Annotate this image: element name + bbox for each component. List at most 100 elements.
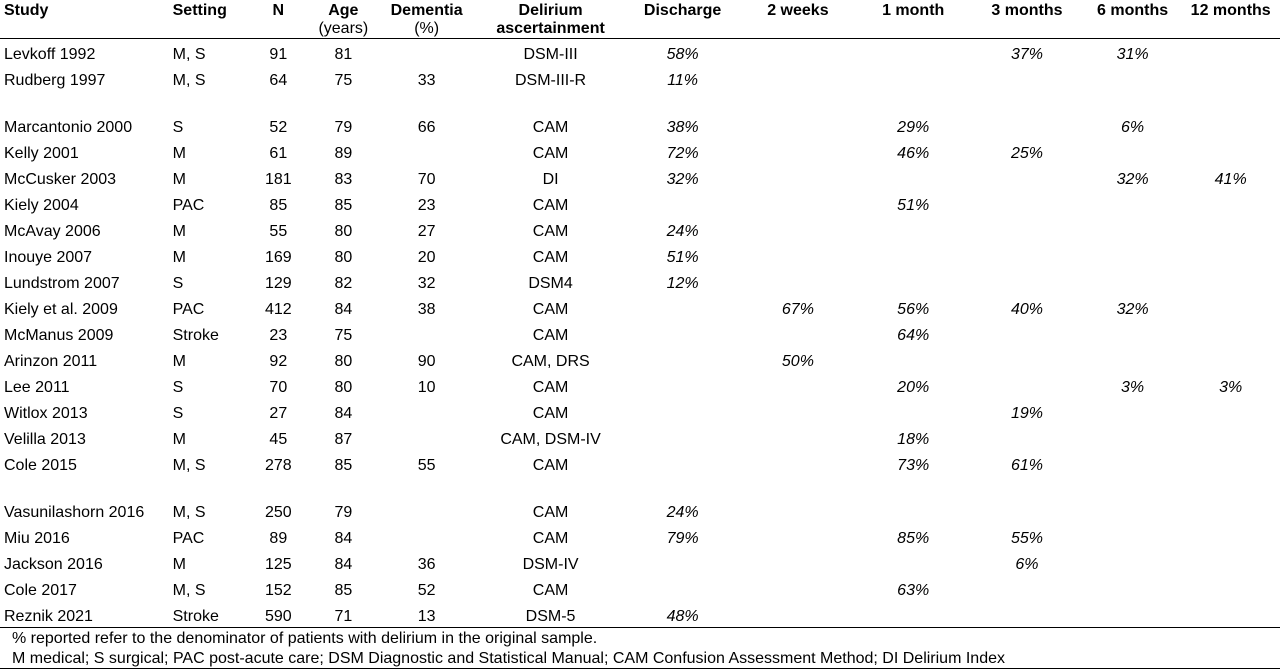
cell-setting: Stroke bbox=[172, 327, 219, 344]
table-row: Cole 2017 M, S 152 85 52 CAM 63% bbox=[0, 575, 1280, 601]
cell-m6: 31% bbox=[1116, 46, 1149, 63]
cell-w2 bbox=[740, 450, 857, 476]
cell-m3: 25% bbox=[1010, 145, 1043, 162]
cell-age: 75 bbox=[334, 72, 353, 89]
cell-m3 bbox=[970, 601, 1084, 628]
cell-dementia bbox=[378, 138, 476, 164]
cell-study: Kiely 2004 bbox=[4, 197, 79, 214]
cell-study: Inouye 2007 bbox=[4, 249, 93, 266]
cell-age: 80 bbox=[334, 353, 353, 370]
cell-m12 bbox=[1181, 424, 1280, 450]
cell-m3 bbox=[970, 575, 1084, 601]
cell-w2 bbox=[740, 65, 857, 91]
cell-m1: 29% bbox=[897, 119, 930, 136]
cell-study: Rudberg 1997 bbox=[4, 72, 106, 89]
cell-discharge bbox=[626, 190, 740, 216]
cell-n: 89 bbox=[269, 530, 288, 547]
cell-discharge bbox=[626, 575, 740, 601]
cell-m1 bbox=[856, 549, 970, 575]
table-row: Miu 2016 PAC 89 84 CAM 79% 85% 55% bbox=[0, 523, 1280, 549]
cell-m3 bbox=[970, 424, 1084, 450]
cell-discharge bbox=[626, 398, 740, 424]
cell-m12 bbox=[1181, 523, 1280, 549]
cell-study: Reznik 2021 bbox=[0, 601, 169, 628]
cell-study: Kiely et al. 2009 bbox=[4, 301, 118, 318]
cell-setting: S bbox=[172, 119, 184, 136]
cell-n: 181 bbox=[264, 171, 292, 188]
cell-setting: Stroke bbox=[168, 601, 248, 628]
cell-setting: PAC bbox=[172, 197, 205, 214]
cell-age: 80 bbox=[334, 379, 353, 396]
cell-delirium: CAM bbox=[532, 119, 569, 136]
cell-discharge: 12% bbox=[666, 275, 699, 292]
col-header-delirium: Delirium ascertainment bbox=[475, 0, 626, 39]
cell-age: 85 bbox=[334, 197, 353, 214]
cell-m3: 6% bbox=[1015, 556, 1039, 573]
cell-n: 27 bbox=[269, 405, 288, 422]
table-row: Lee 2011 S 70 80 10 CAM 20% 3% 3% bbox=[0, 372, 1280, 398]
col-header-delirium-line1: Delirium bbox=[518, 2, 583, 19]
cell-age: 81 bbox=[334, 46, 353, 63]
cell-delirium: CAM bbox=[532, 582, 569, 599]
cell-n: 125 bbox=[264, 556, 292, 573]
cell-discharge bbox=[626, 450, 740, 476]
cell-delirium: CAM bbox=[532, 223, 569, 240]
cell-discharge: 38% bbox=[666, 119, 699, 136]
cell-dementia: 66 bbox=[417, 119, 436, 136]
table-row: Lundstrom 2007 S 129 82 32 DSM4 12% bbox=[0, 268, 1280, 294]
cell-m3 bbox=[970, 190, 1084, 216]
cell-m6: 32% bbox=[1116, 171, 1149, 188]
cell-w2 bbox=[740, 190, 857, 216]
cell-m6 bbox=[1084, 398, 1182, 424]
cell-n: 85 bbox=[269, 197, 288, 214]
cell-n: 590 bbox=[247, 601, 309, 628]
cell-m6 bbox=[1083, 601, 1182, 628]
col-header-2-weeks: 2 weeks bbox=[739, 0, 857, 39]
cell-delirium: CAM bbox=[532, 504, 569, 521]
cell-delirium: DSM-III bbox=[523, 46, 578, 63]
cell-m1: 46% bbox=[897, 145, 930, 162]
cell-w2 bbox=[740, 424, 857, 450]
cell-w2 bbox=[740, 549, 857, 575]
cell-m12 bbox=[1181, 575, 1280, 601]
cell-study: Cole 2015 bbox=[4, 457, 77, 474]
cell-m1 bbox=[856, 268, 970, 294]
cell-m6 bbox=[1084, 320, 1182, 346]
cell-w2 bbox=[739, 601, 857, 628]
footnote-abbreviations: M medical; S surgical; PAC post-acute ca… bbox=[0, 648, 1280, 669]
cell-m12 bbox=[1181, 601, 1280, 628]
cell-m6 bbox=[1084, 346, 1182, 372]
footnote-row: M medical; S surgical; PAC post-acute ca… bbox=[0, 648, 1280, 669]
col-header-12-months: 12 months bbox=[1181, 0, 1280, 39]
cell-age: 82 bbox=[334, 275, 353, 292]
cell-n: 70 bbox=[269, 379, 288, 396]
cell-m1: 56% bbox=[897, 301, 930, 318]
col-header-n: N bbox=[247, 0, 309, 39]
col-header-age-unit: (years) bbox=[318, 20, 369, 37]
cell-w2 bbox=[740, 476, 857, 523]
cell-discharge: 79% bbox=[666, 530, 699, 547]
cell-setting: S bbox=[172, 379, 184, 396]
cell-delirium: DSM4 bbox=[528, 275, 573, 292]
cell-m1 bbox=[856, 164, 970, 190]
cell-setting: M bbox=[172, 556, 186, 573]
cell-age: 84 bbox=[334, 405, 353, 422]
cell-setting: M bbox=[172, 171, 186, 188]
cell-discharge bbox=[626, 424, 740, 450]
table-row: Cole 2015 M, S 278 85 55 CAM 73% 61% bbox=[0, 450, 1280, 476]
cell-n: 92 bbox=[269, 353, 288, 370]
cell-discharge bbox=[626, 320, 740, 346]
cell-age: 87 bbox=[334, 431, 353, 448]
cell-setting: M, S bbox=[172, 582, 206, 599]
cell-delirium: CAM bbox=[532, 405, 569, 422]
table-row: Velilla 2013 M 45 87 CAM, DSM-IV 18% bbox=[0, 424, 1280, 450]
cell-m12 bbox=[1181, 320, 1280, 346]
cell-m12 bbox=[1181, 91, 1280, 138]
table-row: Kiely 2004 PAC 85 85 23 CAM 51% bbox=[0, 190, 1280, 216]
table-row: McCusker 2003 M 181 83 70 DI 32% 32% 41% bbox=[0, 164, 1280, 190]
cell-delirium: DSM-III-R bbox=[515, 72, 587, 89]
cell-m3: 61% bbox=[1010, 457, 1043, 474]
cell-delirium: CAM bbox=[532, 457, 569, 474]
